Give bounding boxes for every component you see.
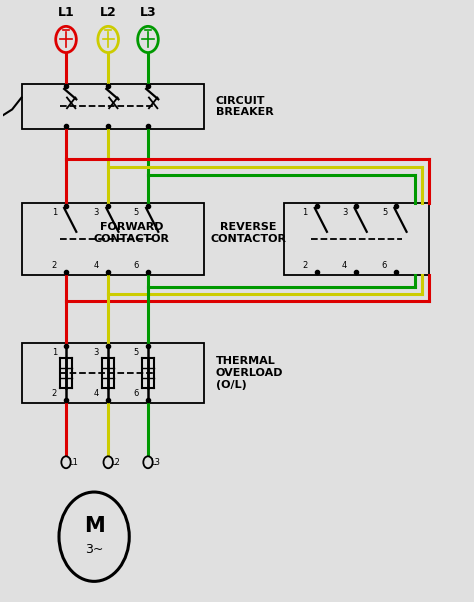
Text: 5: 5 <box>134 208 139 217</box>
Text: 6: 6 <box>382 261 387 270</box>
Text: L3: L3 <box>150 458 160 467</box>
Text: 4: 4 <box>342 261 347 270</box>
Text: L1: L1 <box>58 6 74 19</box>
Text: 2: 2 <box>52 389 57 398</box>
Text: FORWARD
CONTACTOR: FORWARD CONTACTOR <box>93 222 170 244</box>
Text: 5: 5 <box>134 348 139 357</box>
Text: 2: 2 <box>302 261 308 270</box>
Circle shape <box>103 456 113 468</box>
Circle shape <box>143 456 153 468</box>
Text: 4: 4 <box>94 261 99 270</box>
Text: L3: L3 <box>140 6 156 19</box>
Circle shape <box>61 456 71 468</box>
Text: L1: L1 <box>68 458 78 467</box>
Text: 6: 6 <box>134 261 139 270</box>
Circle shape <box>59 492 129 582</box>
Text: 2: 2 <box>52 261 57 270</box>
Text: L2: L2 <box>110 458 120 467</box>
Text: 1: 1 <box>302 208 308 217</box>
Text: L2: L2 <box>100 6 117 19</box>
Text: REVERSE
CONTACTOR: REVERSE CONTACTOR <box>211 222 287 244</box>
Bar <box>21 84 204 129</box>
Text: 6: 6 <box>134 389 139 398</box>
Text: M: M <box>84 516 104 536</box>
Bar <box>21 203 204 275</box>
Text: 5: 5 <box>382 208 387 217</box>
Text: 3: 3 <box>94 348 99 357</box>
Text: THERMAL
OVERLOAD
(O/L): THERMAL OVERLOAD (O/L) <box>216 356 283 389</box>
Text: 3~: 3~ <box>85 543 103 556</box>
Text: 3: 3 <box>342 208 347 217</box>
Text: 4: 4 <box>94 389 99 398</box>
Text: 3: 3 <box>94 208 99 217</box>
Bar <box>284 203 429 275</box>
Text: 1: 1 <box>52 208 57 217</box>
Bar <box>21 343 204 403</box>
Text: CIRCUIT
BREAKER: CIRCUIT BREAKER <box>216 96 273 117</box>
Text: 1: 1 <box>52 348 57 357</box>
